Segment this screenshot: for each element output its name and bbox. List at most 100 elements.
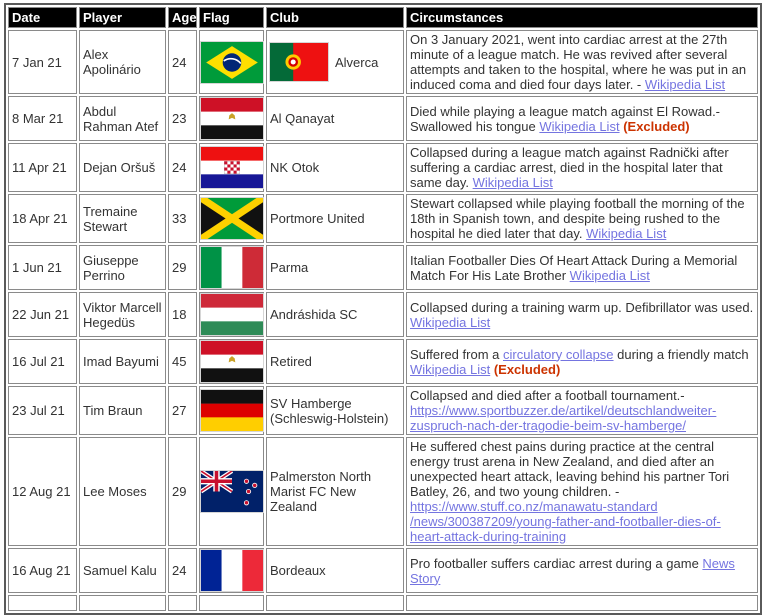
flag-cell (199, 30, 264, 94)
club-cell: Palmerston North Marist FC New Zealand (266, 437, 404, 546)
circumstance-link[interactable]: https://www.stuff.co.nz/manawatu-standar… (410, 499, 721, 544)
circumstance-text: Italian Footballer Dies Of Heart Attack … (410, 252, 738, 283)
table-row: 18 Apr 21 Tremaine Stewart 33 Portmore Unit… (8, 194, 758, 243)
circumstance-text: Collapsed and died after a football tour… (410, 388, 685, 403)
circumstance-link[interactable]: Wikipedia List (410, 361, 491, 377)
flag-germany-icon (200, 389, 264, 432)
club-cell: Bordeaux (266, 548, 404, 593)
date-cell: 22 Jun 21 (8, 292, 77, 337)
date-cell: 11 Apr 21 (8, 143, 77, 192)
club-cell: Portmore United (266, 194, 404, 243)
table-body: 7 Jan 21 Alex Apolinário 24 Alverca On 3 Jan… (8, 30, 758, 611)
table-header: Date Player Age Flag Club Circumstances (8, 7, 758, 28)
age-cell: 23 (168, 96, 197, 141)
circumstance-text: Collapsed during a training warm up. Def… (410, 299, 754, 315)
club-with-flag: Alverca (269, 42, 400, 82)
table-row: 12 Aug 21 Lee Moses 29 Palmerston North Mar… (8, 437, 758, 546)
flag-cell (199, 548, 264, 593)
circumstance-text: Collapsed during a league match against … (410, 145, 729, 190)
circumstances-cell: On 3 January 2021, went into cardiac arr… (406, 30, 758, 94)
circumstances-cell: Stewart collapsed while playing football… (406, 194, 758, 243)
age-cell: 45 (168, 339, 197, 384)
player-cell: Giuseppe Perrino (79, 245, 166, 290)
flag-newzealand-icon (200, 470, 264, 513)
excluded-flag: (Excluded) (623, 118, 690, 134)
circumstance-link[interactable]: Wikipedia List (410, 314, 491, 330)
circumstances-cell: Collapsed during a training warm up. Def… (406, 292, 758, 337)
circumstance-link[interactable]: Wikipedia List (569, 267, 650, 283)
circumstances-cell: Collapsed during a league match against … (406, 143, 758, 192)
empty-cell (266, 595, 404, 611)
flag-cell (199, 194, 264, 243)
excluded-flag: (Excluded) (493, 361, 561, 377)
column-header-circumstances: Circumstances (406, 7, 758, 28)
table-row: 16 Jul 21 Imad Bayumi 45 Retired Suffered fr… (8, 339, 758, 384)
flag-cell (199, 437, 264, 546)
club-cell: Parma (266, 245, 404, 290)
table-row: 1 Jun 21 Giuseppe Perrino 29 Parma Italian F… (8, 245, 758, 290)
column-header-age: Age (168, 7, 197, 28)
column-header-date: Date (8, 7, 77, 28)
circumstance-link[interactable]: Wikipedia List (586, 226, 667, 241)
club-cell: Alverca (266, 30, 404, 94)
circumstances-cell: He suffered chest pains during practice … (406, 437, 758, 546)
date-cell: 7 Jan 21 (8, 30, 77, 94)
circumstance-link[interactable]: Wikipedia List (644, 77, 726, 92)
table-row: 22 Jun 21 Viktor Marcell Hegedüs 18 Andrásh… (8, 292, 758, 337)
circumstances-cell: Collapsed and died after a football tour… (406, 386, 758, 435)
date-cell: 18 Apr 21 (8, 194, 77, 243)
flag-egypt-icon (200, 340, 264, 383)
circumstance-link[interactable]: circulatory collapse (502, 346, 614, 362)
club-cell: Al Qanayat (266, 96, 404, 141)
player-cell: Alex Apolinário (79, 30, 166, 94)
circumstance-text: Pro footballer suffers cardiac arrest du… (410, 555, 703, 571)
flag-cell (199, 292, 264, 337)
date-cell: 8 Mar 21 (8, 96, 77, 141)
circumstance-text: On 3 January 2021, went into cardiac arr… (410, 32, 747, 92)
date-cell: 23 Jul 21 (8, 386, 77, 435)
club-cell: Andráshida SC (266, 292, 404, 337)
flag-france-icon (200, 549, 264, 592)
date-cell: 16 Aug 21 (8, 548, 77, 593)
circumstance-link[interactable]: Wikipedia List (472, 175, 553, 190)
player-cell: Tim Braun (79, 386, 166, 435)
circumstance-text: Suffered from a (410, 346, 503, 362)
club-cell: SV Hamberge (Schleswig-Holstein) (266, 386, 404, 435)
column-header-player: Player (79, 7, 166, 28)
age-cell: 29 (168, 437, 197, 546)
table-row-partial (8, 595, 758, 611)
circumstances-cell: Suffered from a circulatory collapse dur… (406, 339, 758, 384)
table-row: 16 Aug 21 Samuel Kalu 24 Bordeaux Pro footba… (8, 548, 758, 593)
age-cell: 24 (168, 143, 197, 192)
player-cell: Tremaine Stewart (79, 194, 166, 243)
table-row: 7 Jan 21 Alex Apolinário 24 Alverca On 3 Jan… (8, 30, 758, 94)
players-table: Date Player Age Flag Club Circumstances … (4, 3, 762, 615)
table-row: 8 Mar 21 Abdul Rahman Atef 23 Al Qanayat Die… (8, 96, 758, 141)
flag-cell (199, 339, 264, 384)
flag-cell (199, 386, 264, 435)
empty-cell (8, 595, 77, 611)
club-name: Alverca (335, 54, 379, 70)
date-cell: 16 Jul 21 (8, 339, 77, 384)
circumstance-link[interactable]: Wikipedia List (539, 118, 620, 134)
flag-brazil-icon (200, 40, 264, 84)
circumstance-link[interactable]: https://www.sportbuzzer.de/artikel/deuts… (410, 403, 717, 433)
player-cell: Imad Bayumi (79, 339, 166, 384)
circumstance-link[interactable]: News Story (410, 555, 735, 586)
flag-jamaica-icon (200, 197, 264, 240)
player-cell: Dejan Oršuš (79, 143, 166, 192)
flag-hungary-icon (200, 293, 264, 336)
age-cell: 27 (168, 386, 197, 435)
flag-cell (199, 245, 264, 290)
column-header-flag: Flag (199, 7, 264, 28)
circumstances-cell: Italian Footballer Dies Of Heart Attack … (406, 245, 758, 290)
column-header-club: Club (266, 7, 404, 28)
circumstances-cell: Died while playing a league match agains… (406, 96, 758, 141)
circumstance-text: He suffered chest pains during practice … (410, 439, 730, 499)
flag-portugal-icon (269, 42, 329, 82)
club-cell: Retired (266, 339, 404, 384)
flag-egypt-icon (200, 97, 264, 140)
empty-cell (79, 595, 166, 611)
player-cell: Samuel Kalu (79, 548, 166, 593)
